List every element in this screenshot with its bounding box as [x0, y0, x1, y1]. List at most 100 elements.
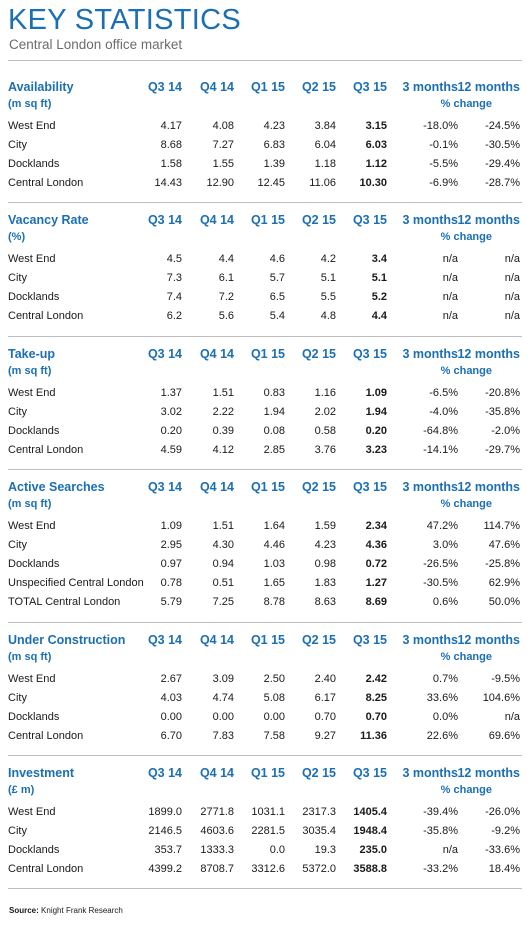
pct-change-value: 0.7% [432, 673, 458, 685]
quarter-value: 1.16 [314, 387, 336, 399]
section-header: Vacancy Rate Q3 14 Q4 14 Q1 15 Q2 15 Q3 15 3 m… [8, 212, 522, 229]
table-row: City 7.3 6.1 5.7 5.1 5.1 n/a n/a [8, 269, 522, 288]
current-quarter-value: 1405.4 [353, 806, 387, 818]
column-header: 12 months [457, 80, 520, 94]
pct-change-value: 114.7% [483, 520, 521, 532]
quarter-value: 8.78 [263, 596, 285, 608]
quarter-value: 0.51 [212, 577, 234, 589]
quarter-value: 7.3 [166, 272, 182, 284]
pct-change-value: -29.4% [485, 158, 520, 170]
page-subtitle: Central London office market [9, 37, 183, 52]
column-header: Q3 14 [147, 766, 182, 780]
column-header: 3 months [402, 347, 458, 361]
row-label: TOTAL Central London [8, 596, 121, 608]
quarter-value: 0.0 [269, 844, 285, 856]
row-label: Docklands [8, 291, 60, 303]
quarter-value: 1.51 [212, 387, 234, 399]
row-label: Central London [8, 730, 84, 742]
column-header: Q3 14 [147, 213, 182, 227]
quarter-value: 4.6 [269, 253, 285, 265]
pct-change-value: -6.9% [429, 177, 458, 189]
pct-change-value: 62.9% [488, 577, 520, 589]
pct-change-value: n/a [442, 291, 458, 303]
quarter-value: 2.02 [314, 406, 336, 418]
quarter-value: 2.67 [160, 673, 182, 685]
quarter-value: 4.74 [212, 692, 234, 704]
table-row: West End 2.67 3.09 2.50 2.40 2.42 0.7% -9.5% [8, 670, 522, 689]
row-label: West End [8, 253, 56, 265]
current-quarter-value: 1.12 [365, 158, 387, 170]
column-header: Q2 15 [301, 213, 336, 227]
table-row: West End 1899.0 2771.8 1031.1 2317.3 1405.4 -3… [8, 803, 522, 822]
stats-section: Vacancy Rate Q3 14 Q4 14 Q1 15 Q2 15 Q3 15 3 m… [8, 212, 522, 326]
quarter-value: 5.7 [269, 272, 285, 284]
pct-change-value: -0.1% [429, 139, 458, 151]
pct-change-value: -30.5% [485, 139, 520, 151]
column-header: Q2 15 [301, 347, 336, 361]
source-prefix: Source: [9, 906, 39, 915]
column-header: 3 months [402, 213, 458, 227]
section-header: Investment Q3 14 Q4 14 Q1 15 Q2 15 Q3 15 3 mon… [8, 765, 522, 782]
pct-change-value: -28.7% [485, 177, 520, 189]
quarter-value: 4.5 [166, 253, 182, 265]
current-quarter-value: 3.4 [371, 253, 387, 265]
column-header: 3 months [402, 80, 458, 94]
pct-change-value: n/a [504, 291, 520, 303]
row-label: City [8, 272, 27, 284]
row-label: Docklands [8, 158, 60, 170]
pct-change-label: % change [440, 231, 492, 243]
current-quarter-value: 4.4 [371, 310, 387, 322]
pct-change-value: n/a [442, 310, 458, 322]
section-title: Availability [8, 80, 74, 94]
section-subheader: (m sq ft) % change [8, 496, 522, 513]
quarter-value: 8708.7 [200, 863, 234, 875]
pct-change-value: 22.6% [426, 730, 458, 742]
section-title: Investment [8, 766, 74, 780]
table-row: Central London 14.43 12.90 12.45 11.06 10.30 -… [8, 174, 522, 193]
table-row: Docklands 0.97 0.94 1.03 0.98 0.72 -26.5% -25.8… [8, 555, 522, 574]
quarter-value: 4.59 [160, 444, 182, 456]
column-header: Q2 15 [301, 80, 336, 94]
row-label: Docklands [8, 711, 60, 723]
pct-change-value: 104.6% [482, 692, 520, 704]
row-label: City [8, 539, 27, 551]
pct-change-label: % change [440, 98, 492, 110]
quarter-value: 0.00 [212, 711, 234, 723]
pct-change-value: 33.6% [426, 692, 458, 704]
quarter-value: 1031.1 [251, 806, 285, 818]
current-quarter-value: 5.1 [371, 272, 387, 284]
quarter-value: 2317.3 [302, 806, 336, 818]
pct-change-label: % change [440, 498, 492, 510]
section-title: Vacancy Rate [8, 213, 89, 227]
current-quarter-value: 2.34 [365, 520, 387, 532]
column-header: 12 months [457, 347, 520, 361]
quarter-value: 2146.5 [148, 825, 182, 837]
pct-change-value: -30.5% [423, 577, 458, 589]
quarter-value: 2.95 [160, 539, 182, 551]
column-header: Q3 15 [352, 480, 387, 494]
table-row: West End 1.09 1.51 1.64 1.59 2.34 47.2% 114.7% [8, 517, 522, 536]
pct-change-value: -35.8% [485, 406, 520, 418]
quarter-value: 5.08 [263, 692, 285, 704]
quarter-value: 0.83 [263, 387, 285, 399]
quarter-value: 0.97 [160, 558, 182, 570]
column-header: Q1 15 [250, 347, 285, 361]
table-row: West End 1.37 1.51 0.83 1.16 1.09 -6.5% -20.8% [8, 384, 522, 403]
section-divider [8, 469, 522, 470]
section-title: Take-up [8, 347, 55, 361]
column-header: Q3 15 [352, 347, 387, 361]
section-header: Take-up Q3 14 Q4 14 Q1 15 Q2 15 Q3 15 3 months… [8, 346, 522, 363]
current-quarter-value: 3.15 [365, 120, 387, 132]
column-header: 12 months [457, 766, 520, 780]
current-quarter-value: 4.36 [365, 539, 387, 551]
pct-change-value: -9.5% [491, 673, 520, 685]
section-unit: (m sq ft) [8, 98, 52, 110]
quarter-value: 1.09 [160, 520, 182, 532]
quarter-value: 1899.0 [148, 806, 182, 818]
column-header: Q1 15 [250, 633, 285, 647]
row-label: Central London [8, 310, 84, 322]
column-header: Q2 15 [301, 766, 336, 780]
quarter-value: 2281.5 [251, 825, 285, 837]
row-label: City [8, 406, 27, 418]
section-subheader: (£ m) % change [8, 782, 522, 799]
